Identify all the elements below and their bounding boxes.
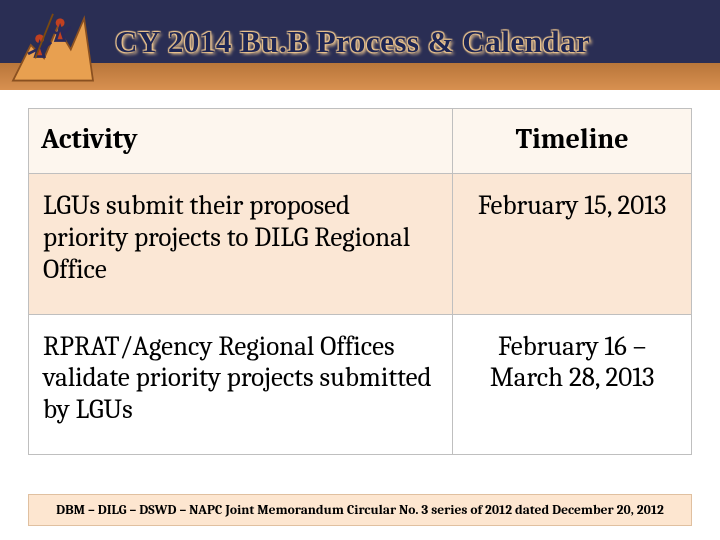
footer-band: DBM – DILG – DSWD – NAPC Joint Memorandu… [28,494,692,526]
climbers-logo [8,5,98,85]
cell-timeline: February 16 – March 28, 2013 [453,314,692,455]
cell-activity: LGUs submit their proposed priority proj… [29,174,453,315]
header-band: CY 2014 Bu.B Process & Calendar [0,0,720,90]
activity-table: Activity Timeline LGUs submit their prop… [28,108,692,455]
content-area: Activity Timeline LGUs submit their prop… [0,90,720,455]
page-title: CY 2014 Bu.B Process & Calendar [115,24,590,60]
cell-timeline: February 15, 2013 [453,174,692,315]
cell-activity: RPRAT/Agency Regional Offices validate p… [29,314,453,455]
table-row: RPRAT/Agency Regional Offices validate p… [29,314,692,455]
footer-text: DBM – DILG – DSWD – NAPC Joint Memorandu… [56,503,664,518]
table-row: LGUs submit their proposed priority proj… [29,174,692,315]
header-timeline: Timeline [453,109,692,174]
header-activity: Activity [29,109,453,174]
